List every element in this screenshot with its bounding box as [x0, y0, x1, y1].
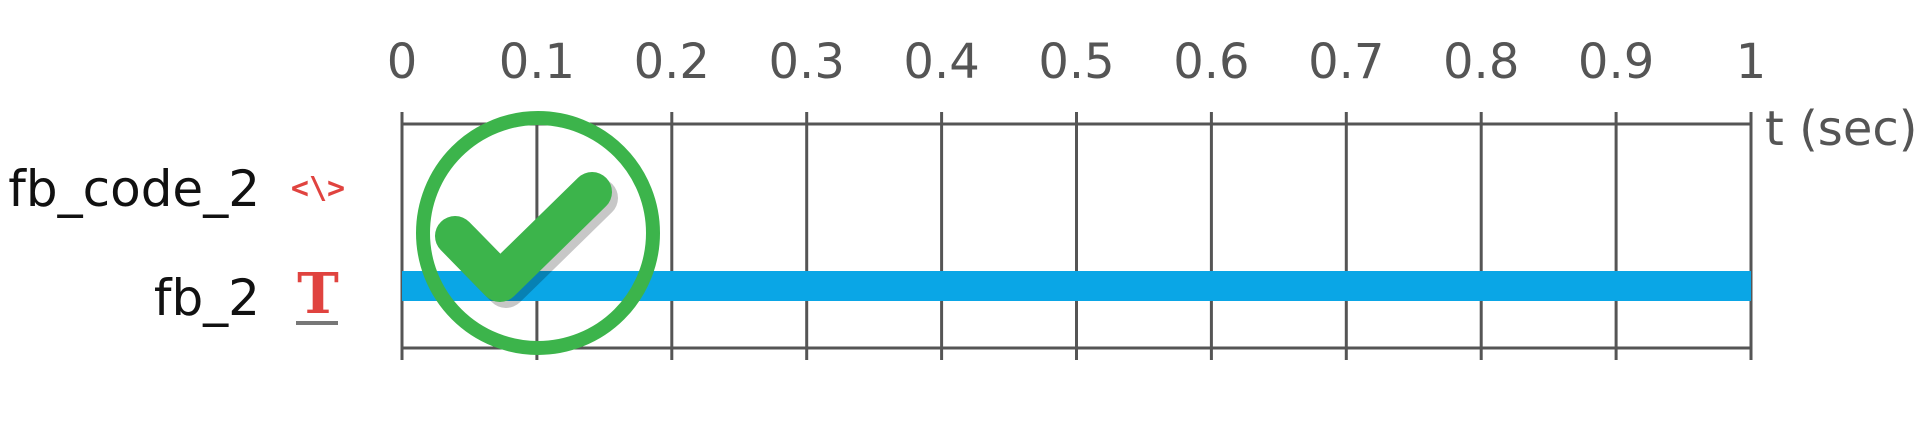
- axis-tick-label: 0.1: [499, 34, 575, 90]
- row-label-fb-code-2: fb_code_2: [8, 160, 260, 218]
- code-icon: <\>: [291, 171, 345, 206]
- axis-tick-label: 1: [1736, 34, 1767, 90]
- row-label-fb-2: fb_2: [154, 269, 260, 327]
- timeline-bars: [402, 271, 1751, 301]
- svg-text:T: T: [297, 261, 339, 327]
- axis-tick-label: 0: [387, 34, 418, 90]
- axis-tick-label: 0.4: [903, 34, 979, 90]
- text-icon: T: [296, 261, 339, 327]
- svg-text:<\>: <\>: [291, 171, 345, 206]
- axis-tick-label: 0.6: [1173, 34, 1249, 90]
- axis-tick-label: 0.7: [1308, 34, 1384, 90]
- activity-bar: [402, 271, 1751, 301]
- axis-tick-labels: 0 0.1 0.2 0.3 0.4 0.5 0.6 0.7 0.8 0.9 1: [387, 34, 1767, 90]
- timeline-grid: [400, 112, 1753, 360]
- axis-tick-label: 0.9: [1578, 34, 1654, 90]
- axis-tick-label: 0.3: [769, 34, 845, 90]
- checkmark-icon: [416, 111, 660, 355]
- axis-tick-label: 0.8: [1443, 34, 1519, 90]
- axis-unit-label: t (sec): [1765, 101, 1917, 157]
- axis-tick-label: 0.2: [634, 34, 710, 90]
- axis-tick-label: 0.5: [1038, 34, 1114, 90]
